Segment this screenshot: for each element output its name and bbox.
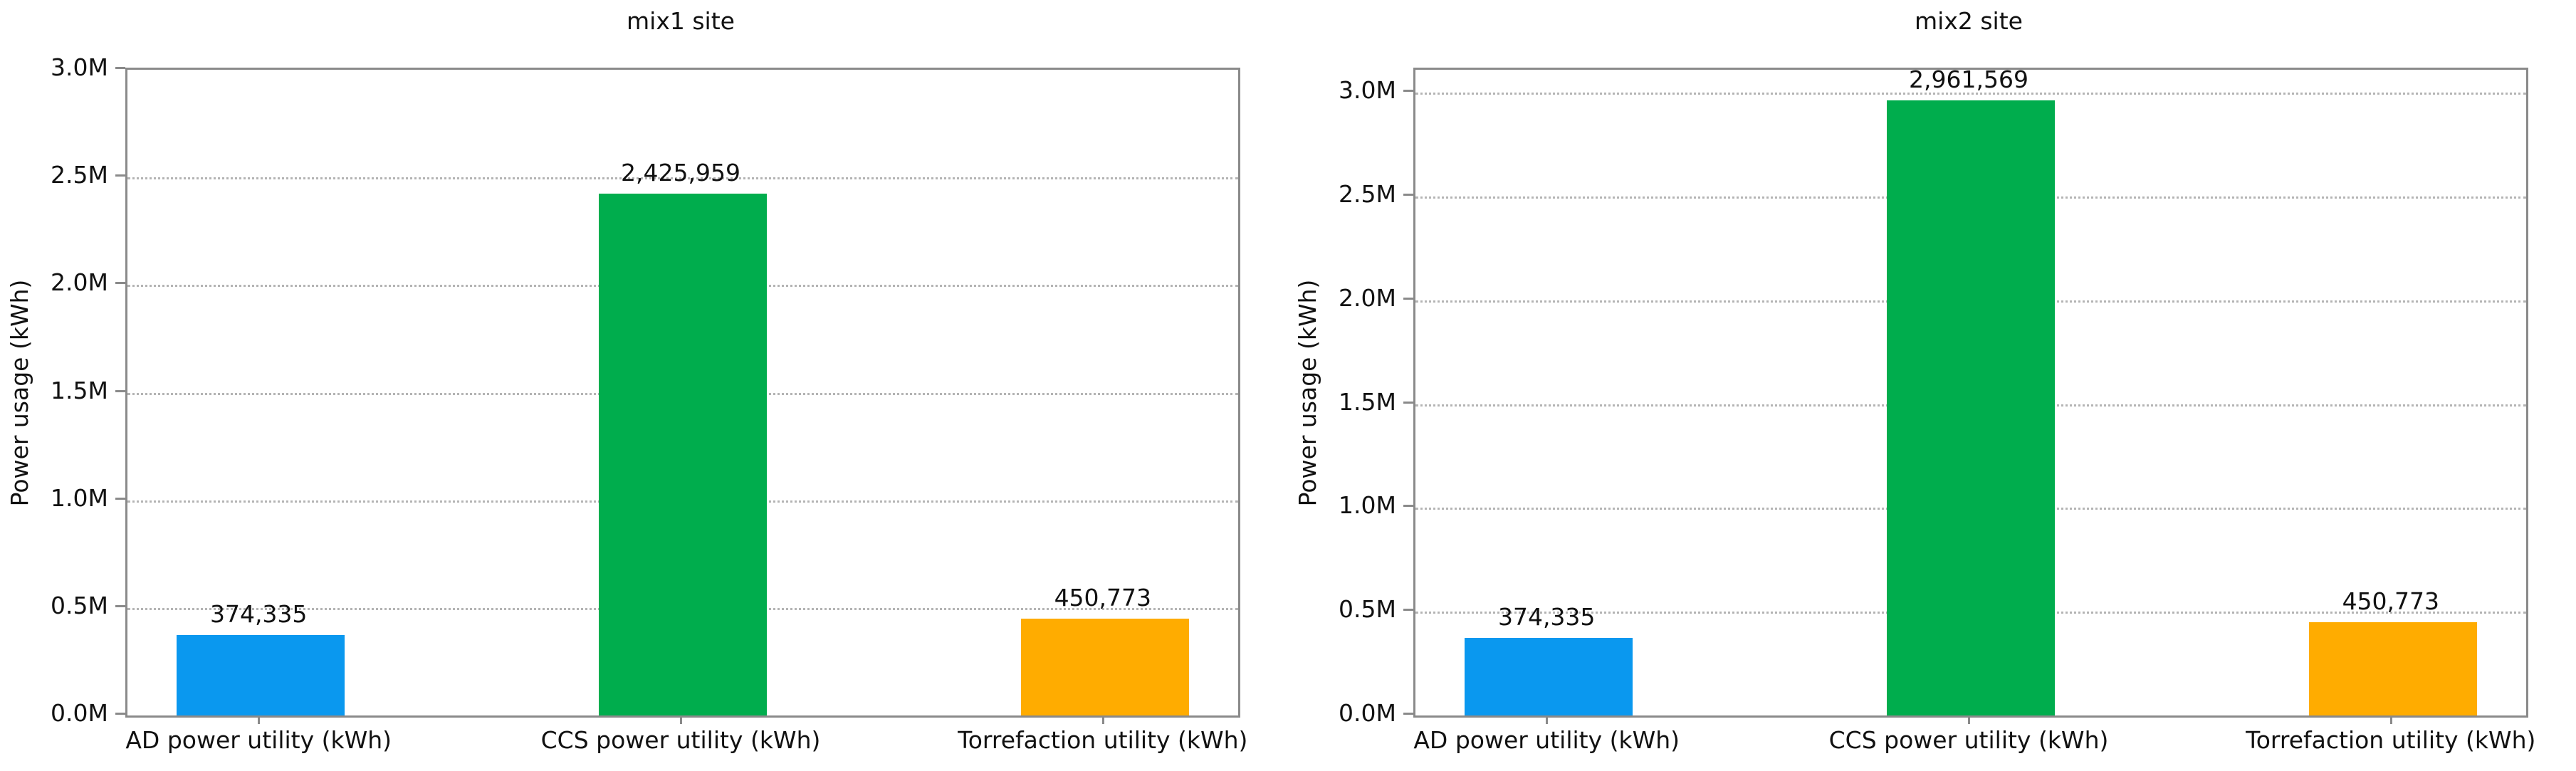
bar-value-label: 2,425,959 (621, 159, 740, 187)
y-tick-mark (115, 604, 125, 607)
y-tick-mark (115, 497, 125, 500)
x-tick-label: Torrefaction utility (kWh) (2246, 726, 2536, 754)
x-tick-mark (1968, 715, 1970, 724)
x-tick-mark (1101, 715, 1104, 724)
x-tick-label: Torrefaction utility (kWh) (958, 726, 1248, 754)
bar-value-label: 374,335 (209, 600, 308, 628)
x-tick-label: AD power utility (kWh) (125, 726, 392, 754)
y-tick-mark (115, 713, 125, 715)
bar-chart-mix1-site: mix1 site Power usage (kWh) 374,335 2,425… (6, 7, 1247, 754)
y-tick-label: 3.0M (51, 53, 108, 81)
y-tick-label: 0.5M (1339, 595, 1396, 624)
y-tick-label: 1.0M (51, 483, 108, 512)
y-tick-mark (115, 389, 125, 392)
bar-value-label: 2,961,569 (1909, 65, 2028, 93)
y-tick-mark (1403, 297, 1413, 300)
chart-title: mix1 site (627, 7, 735, 35)
x-tick-label: CCS power utility (kWh) (540, 726, 821, 754)
y-tick-label: 2.5M (51, 161, 108, 189)
plot-area (125, 68, 1240, 718)
y-tick-label: 2.0M (51, 268, 108, 297)
y-tick-label: 1.5M (1339, 387, 1396, 416)
bar-torrefaction (1020, 619, 1189, 715)
y-tick-mark (1403, 90, 1413, 93)
y-tick-mark (1403, 401, 1413, 404)
x-tick-label: CCS power utility (kWh) (1828, 726, 2109, 754)
x-tick-mark (1546, 715, 1549, 724)
y-tick-label: 3.0M (1339, 76, 1396, 105)
x-tick-mark (258, 715, 261, 724)
bar-ccs (599, 194, 767, 715)
y-tick-label: 0.0M (1339, 699, 1396, 727)
y-tick-label: 0.5M (51, 591, 108, 619)
y-tick-mark (1403, 713, 1413, 715)
bar-value-label: 450,773 (1054, 584, 1152, 612)
bar-torrefaction (2308, 622, 2477, 715)
gridline (127, 177, 1238, 180)
y-tick-label: 2.0M (1339, 283, 1396, 312)
bar-value-label: 450,773 (2342, 587, 2440, 615)
x-tick-mark (2389, 715, 2392, 724)
gridline (1415, 93, 2526, 95)
plot-area (1413, 68, 2528, 718)
y-tick-label: 1.0M (1339, 491, 1396, 520)
bar-chart-mix2-site: mix2 site Power usage (kWh) 374,335 2,961… (1288, 0, 2576, 771)
y-tick-mark (115, 67, 125, 69)
x-tick-label: AD power utility (kWh) (1413, 726, 1680, 754)
bar-ad (177, 635, 345, 715)
bar-ad (1465, 638, 1633, 715)
y-tick-mark (115, 174, 125, 177)
x-tick-mark (680, 715, 682, 724)
y-tick-label: 1.5M (51, 376, 108, 404)
y-tick-mark (115, 282, 125, 285)
y-tick-mark (1403, 505, 1413, 508)
y-tick-label: 0.0M (51, 699, 108, 727)
y-tick-mark (1403, 193, 1413, 196)
y-tick-label: 2.5M (1339, 179, 1396, 208)
bar-value-label: 374,335 (1497, 603, 1596, 631)
y-tick-mark (1403, 609, 1413, 612)
chart-title: mix2 site (1915, 7, 2023, 35)
bar-ccs (1887, 100, 2055, 715)
